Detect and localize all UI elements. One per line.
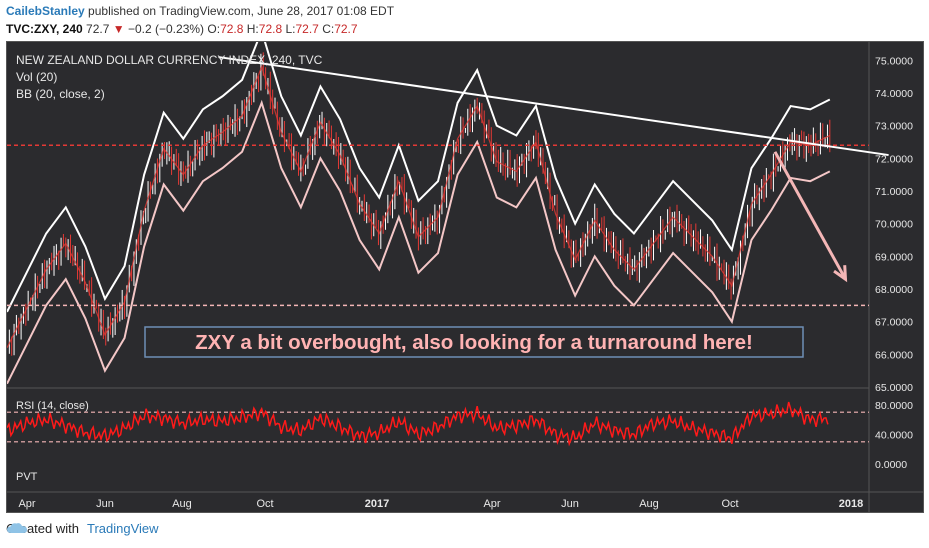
last-price: 72.7 xyxy=(86,22,110,36)
rsi-axis-tick-label: 40.0000 xyxy=(875,429,913,441)
time-axis-tick-label: 2018 xyxy=(839,498,863,510)
time-axis-tick-label: Oct xyxy=(721,498,738,510)
time-axis-tick-label: Aug xyxy=(172,498,192,510)
close-label: C: xyxy=(322,22,335,36)
bollinger-lower-band xyxy=(7,99,831,385)
open-label: O: xyxy=(207,22,221,36)
symbol-label: TVC:ZXY, 240 xyxy=(6,22,83,36)
time-axis-tick-label: Oct xyxy=(256,498,273,510)
annotation-box xyxy=(144,326,804,358)
price-chart[interactable]: 75.0000 74.0000 73.0000 72.0000 71.0000 70.00… xyxy=(7,42,923,512)
price-axis-tick-label: 66.0000 xyxy=(875,349,913,361)
rsi-indicator-label: RSI (14, close) xyxy=(16,400,89,412)
low-label: L: xyxy=(285,22,296,36)
chart-header: CailebStanley published on TradingView.c… xyxy=(6,2,394,38)
published-text: published on TradingView.com, June 28, 2… xyxy=(88,4,395,18)
rsi-axis-tick-label: 0.0000 xyxy=(875,459,907,471)
tradingview-cloud-icon xyxy=(7,523,27,533)
time-axis-tick-label: Apr xyxy=(18,498,35,510)
price-axis-tick-label: 73.0000 xyxy=(875,121,913,133)
quote-line: TVC:ZXY, 240 72.7 ▼ −0.2 (−0.23%) O:72.8… xyxy=(6,20,394,38)
low-value: 72.7 xyxy=(295,22,319,36)
price-axis-tick-label: 67.0000 xyxy=(875,317,913,329)
price-axis-tick-label: 75.0000 xyxy=(875,55,913,67)
volume-indicator-label: Vol (20) xyxy=(16,70,57,84)
time-axis-tick-label: Jun xyxy=(561,498,579,510)
bollinger-indicator-label: BB (20, close, 2) xyxy=(16,87,105,101)
change-down-icon: ▼ xyxy=(112,22,125,36)
author-link[interactable]: CailebStanley xyxy=(6,4,85,18)
price-change: −0.2 (−0.23%) xyxy=(127,22,205,36)
time-axis-tick-label: Apr xyxy=(483,498,500,510)
time-axis-tick-label: 2017 xyxy=(365,498,389,510)
time-axis-tick-label: Jun xyxy=(96,498,114,510)
price-axis-tick-label: 71.0000 xyxy=(875,186,913,198)
price-line xyxy=(7,65,831,349)
price-axis-tick-label: 65.0000 xyxy=(875,382,913,394)
footer: Created with TradingView xyxy=(6,521,159,536)
descending-trendline xyxy=(218,56,889,157)
rsi-line xyxy=(7,401,829,447)
arrow-head xyxy=(833,265,848,283)
price-axis-tick-label: 72.0000 xyxy=(875,153,913,165)
chart-frame[interactable]: 75.0000 74.0000 73.0000 72.0000 71.0000 70.00… xyxy=(6,41,924,513)
price-axis-tick-label: 69.0000 xyxy=(875,251,913,263)
close-value: 72.7 xyxy=(334,22,358,36)
bollinger-upper-band xyxy=(7,42,831,313)
time-axis-tick-label: Aug xyxy=(639,498,659,510)
pvt-indicator-label: PVT xyxy=(16,471,38,483)
open-value: 72.8 xyxy=(220,22,244,36)
price-axis-tick-label: 68.0000 xyxy=(875,284,913,296)
high-value: 72.8 xyxy=(258,22,283,36)
price-axis-tick-label: 74.0000 xyxy=(875,88,913,100)
high-label: H: xyxy=(246,22,259,36)
price-axis-tick-label: 70.0000 xyxy=(875,219,913,231)
tradingview-brand-link[interactable]: TradingView xyxy=(86,521,159,536)
down-arrow-icon xyxy=(773,151,847,280)
annotation-text: ZXY a bit overbought, also looking for a… xyxy=(195,331,753,354)
publish-line: CailebStanley published on TradingView.c… xyxy=(6,2,394,20)
rsi-axis-tick-label: 80.0000 xyxy=(875,400,913,412)
chart-title: NEW ZEALAND DOLLAR CURRENCY INDEX, 240, … xyxy=(16,53,323,67)
